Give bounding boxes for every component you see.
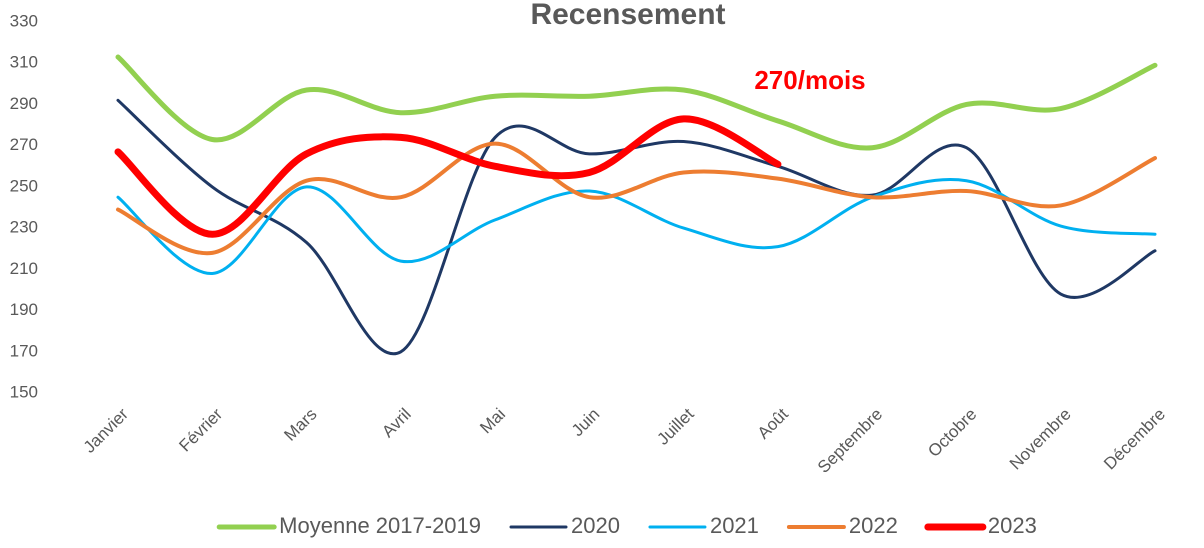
legend-label: 2021 — [710, 513, 759, 538]
y-tick-label: 330 — [10, 11, 38, 30]
x-tick-label: Décembre — [1100, 405, 1169, 474]
y-tick-label: 210 — [10, 259, 38, 278]
x-tick-label: Septembre — [814, 405, 886, 477]
x-tick-label: Janvier — [80, 404, 132, 456]
y-tick-label: 190 — [10, 300, 38, 319]
x-tick-label: Octobre — [924, 405, 980, 461]
x-tick-label: Août — [754, 404, 792, 442]
series-line — [116, 178, 1157, 275]
legend-label: 2023 — [988, 513, 1037, 538]
series-line — [114, 115, 782, 238]
series-line — [115, 54, 1158, 151]
y-tick-label: 270 — [10, 135, 38, 154]
x-tick-label: Février — [175, 404, 226, 455]
chart-title: Recensement — [530, 0, 725, 31]
series-line — [116, 98, 1157, 356]
x-tick-label: Novembre — [1006, 405, 1075, 474]
x-tick-label: Mai — [476, 405, 509, 438]
y-tick-label: 170 — [10, 341, 38, 360]
legend-label: 2022 — [849, 513, 898, 538]
x-tick-label: Avril — [378, 405, 415, 442]
y-tick-label: 290 — [10, 94, 38, 113]
legend-label: 2020 — [571, 513, 620, 538]
y-tick-label: 150 — [10, 382, 38, 401]
legend-label: Moyenne 2017-2019 — [279, 513, 481, 538]
legend: Moyenne 2017-2019 2020 2021 2022 2023 — [216, 513, 1037, 538]
series-line — [116, 141, 1157, 256]
y-tick-label: 230 — [10, 218, 38, 237]
y-tick-label: 250 — [10, 176, 38, 195]
annotation: 270/mois — [754, 65, 865, 95]
y-tick-label: 310 — [10, 53, 38, 72]
x-tick-label: Juin — [568, 405, 603, 440]
x-tick-label: Juillet — [653, 404, 697, 448]
x-tick-label: Mars — [280, 405, 320, 445]
